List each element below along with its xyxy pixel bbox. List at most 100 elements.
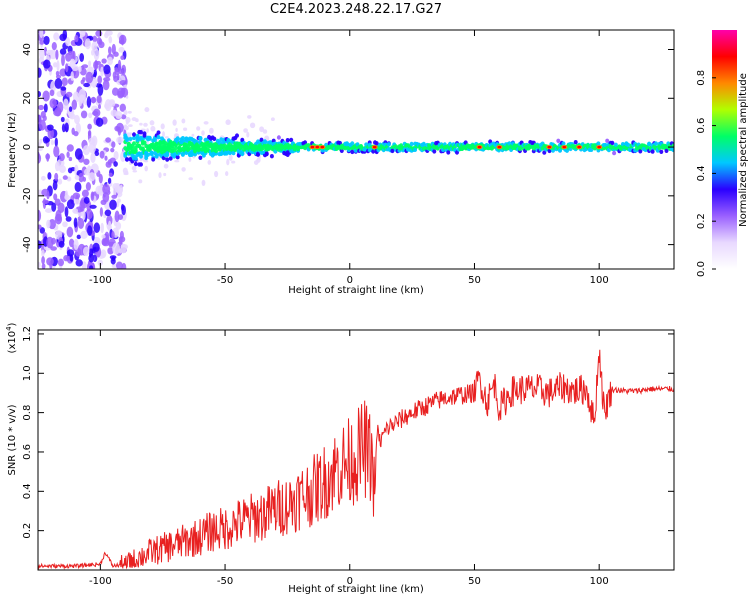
spectrogram-cell bbox=[99, 150, 105, 159]
spectrogram-cell bbox=[238, 145, 243, 150]
spectrogram-cell bbox=[90, 49, 95, 56]
spectrogram-cell bbox=[650, 149, 655, 154]
spectrogram-cell bbox=[151, 157, 156, 162]
spectrogram-cell bbox=[97, 104, 102, 110]
spectrogram-cell bbox=[153, 137, 157, 143]
spectrogram-cell bbox=[53, 145, 60, 158]
spectrogram-cell bbox=[88, 112, 93, 119]
spectrogram-cell bbox=[101, 238, 108, 246]
spectrogram-cell bbox=[156, 135, 161, 140]
spectrogram-cell bbox=[613, 142, 618, 147]
spectrogram-cell bbox=[320, 145, 325, 149]
spectrogram-cell bbox=[81, 261, 87, 269]
spectrogram-cell bbox=[107, 56, 113, 66]
spectrogram-cell bbox=[38, 224, 42, 230]
spectrogram-cell bbox=[149, 120, 155, 126]
spectrogram-cell bbox=[92, 110, 99, 116]
spectrogram-cell bbox=[85, 208, 93, 220]
spectrogram-cell bbox=[68, 238, 75, 248]
spectrogram-cell bbox=[120, 243, 127, 254]
spectrogram-cell bbox=[212, 136, 217, 141]
spectrogram-cell bbox=[43, 59, 51, 69]
spectrogram-cell bbox=[55, 49, 59, 60]
spectrogram-cell bbox=[95, 83, 103, 88]
spectrogram-cell bbox=[97, 75, 103, 84]
spectrogram-cell bbox=[256, 152, 260, 157]
spectrogram-cell bbox=[90, 152, 96, 164]
spectrogram-cell bbox=[231, 160, 236, 164]
spectrogram-cell bbox=[83, 82, 90, 88]
spectrogram-cell bbox=[111, 87, 119, 96]
spectrogram-cell bbox=[119, 230, 124, 240]
spectrogram-cell bbox=[38, 67, 42, 78]
spectrogram-cell bbox=[70, 71, 74, 82]
spectrogram-cell bbox=[240, 151, 245, 156]
spectrogram-cell bbox=[99, 181, 103, 193]
spectrogram-cell bbox=[276, 135, 281, 140]
spectrogram-cell bbox=[102, 79, 110, 91]
spectrogram-cell bbox=[270, 117, 275, 121]
spectrogram-cell bbox=[172, 119, 177, 126]
spectrogram-cell bbox=[78, 88, 86, 101]
spectrogram-cell bbox=[102, 184, 111, 195]
spectrogram-cell bbox=[115, 222, 122, 230]
spectrogram-cell bbox=[85, 182, 91, 191]
spectrogram-cell bbox=[432, 149, 437, 154]
colorbar-tick-label: 0.4 bbox=[696, 165, 707, 181]
spectrogram-cell bbox=[38, 261, 41, 269]
spectrogram-cell bbox=[41, 188, 50, 197]
spectrogram-cell bbox=[120, 203, 125, 212]
spectrogram-cell bbox=[128, 136, 133, 142]
spectrogram-cell bbox=[259, 137, 264, 142]
snr-xlabel: Height of straight line (km) bbox=[288, 584, 424, 595]
spectrogram-cell bbox=[315, 145, 320, 149]
spectrogram-cell bbox=[78, 66, 82, 73]
spectrogram-cell bbox=[88, 142, 97, 154]
spectrogram-cell bbox=[44, 137, 51, 143]
spectrogram-cell bbox=[80, 230, 88, 239]
spectrogram-cell bbox=[47, 172, 52, 180]
y-tick-label: 0.6 bbox=[22, 444, 33, 460]
colorbar-tick-label: 0.8 bbox=[696, 70, 707, 86]
spectrogram-cell bbox=[94, 151, 100, 157]
spectrogram-cell bbox=[203, 121, 209, 125]
spectrogram-cell bbox=[263, 139, 267, 145]
spectrogram-cell bbox=[84, 38, 91, 50]
spectrogram-cell bbox=[181, 167, 186, 172]
x-tick-label: 50 bbox=[468, 576, 481, 587]
x-tick-label: 100 bbox=[590, 275, 609, 286]
y-tick-label: -40 bbox=[22, 236, 33, 252]
spectrogram-cell bbox=[146, 128, 149, 133]
spectrogram-cell bbox=[561, 141, 566, 146]
y-tick-label: 40 bbox=[22, 43, 33, 56]
x-tick-label: 0 bbox=[347, 576, 353, 587]
spectrogram-cell bbox=[547, 145, 552, 149]
spectrogram-cell bbox=[64, 63, 69, 73]
spectrogram-cell bbox=[64, 206, 69, 218]
spectrogram-cell bbox=[76, 234, 81, 240]
spectrogram-cell bbox=[62, 175, 68, 180]
spectrogram-cell bbox=[38, 91, 42, 98]
spectrogram-cell bbox=[654, 141, 658, 146]
spectrogram-cell bbox=[68, 106, 73, 112]
spectrogram-cell bbox=[101, 58, 107, 64]
spectrogram-cell bbox=[38, 209, 42, 222]
spectrogram-cell bbox=[135, 137, 140, 142]
spectrogram-cell bbox=[104, 155, 108, 161]
spectrogram-cell bbox=[165, 157, 170, 162]
spectrogram-cell bbox=[253, 160, 259, 165]
spectrogram-cell bbox=[116, 136, 124, 144]
spectrogram-cell bbox=[158, 172, 162, 179]
spectrogram-cell bbox=[99, 207, 103, 217]
spectrogram-cell bbox=[107, 159, 112, 166]
spectrogram-cell bbox=[42, 90, 50, 102]
spectrogram-cell bbox=[165, 151, 170, 156]
spectrogram-cell bbox=[98, 173, 103, 184]
spectrogram-cell bbox=[57, 178, 63, 185]
spectrogram-cell bbox=[100, 66, 104, 77]
spectrogram-cell bbox=[49, 98, 57, 109]
spectrogram-cell bbox=[105, 137, 112, 143]
spectrogram-cell bbox=[96, 94, 102, 104]
spectrogram-cell bbox=[51, 202, 57, 212]
spectrogram-cell bbox=[54, 78, 63, 89]
